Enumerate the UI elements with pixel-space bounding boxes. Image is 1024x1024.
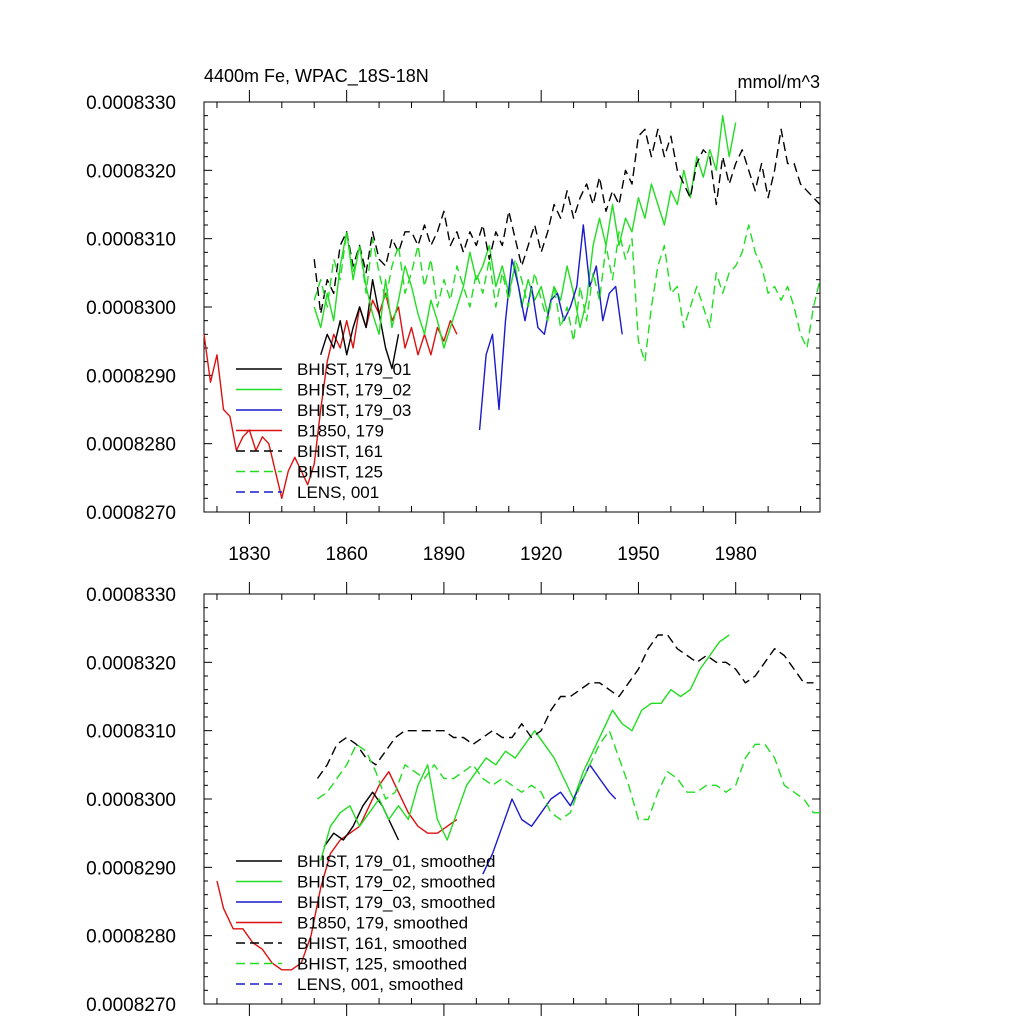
- series-line: [478, 224, 623, 431]
- y-tick-label: 0.0008310: [86, 722, 176, 743]
- x-tick-label: 1920: [520, 544, 562, 565]
- y-tick-label: 0.0008290: [86, 858, 176, 879]
- legend-label: BHIST, 161, smoothed: [297, 934, 467, 953]
- legend-label: B1850, 179, smoothed: [297, 914, 468, 933]
- legend-label: BHIST, 161: [297, 442, 383, 461]
- y-tick-label: 0.0008270: [86, 503, 176, 524]
- y-tick-label: 0.0008270: [86, 995, 176, 1016]
- legend-label: B1850, 179: [297, 422, 384, 441]
- y-tick-label: 0.0008310: [86, 230, 176, 251]
- y-tick-label: 0.0008290: [86, 366, 176, 387]
- x-tick-label: 1980: [715, 544, 757, 565]
- series-line: [203, 292, 458, 499]
- x-tick-label: 1860: [326, 544, 368, 565]
- series-line: [313, 114, 737, 349]
- legend-label: BHIST, 179_01, smoothed: [297, 852, 495, 871]
- bottom-panel: 0.0008270 0.0008280 0.0008290 0.0008300 0.00…: [86, 582, 821, 1016]
- series-line: [317, 730, 820, 821]
- legend-label: BHIST, 179_03: [297, 401, 411, 420]
- legend-label: LENS, 001: [297, 483, 379, 502]
- top-panel-title: 4400m Fe, WPAC_18S-18N: [204, 66, 429, 87]
- y-tick-label: 0.0008300: [86, 298, 176, 319]
- legend-label: LENS, 001, smoothed: [297, 975, 463, 994]
- y-tick-label: 0.0008320: [86, 653, 176, 674]
- legend-label: BHIST, 125, smoothed: [297, 955, 467, 974]
- series-line: [320, 279, 400, 370]
- series-line: [313, 128, 821, 315]
- series-line: [316, 634, 814, 779]
- y-tick-label: 0.0008330: [86, 93, 176, 114]
- y-tick-label: 0.0008320: [86, 161, 176, 182]
- top-panel: 4400m Fe, WPAC_18S-18N mmol/m^3 0.000827…: [86, 66, 821, 565]
- y-tick-label: 0.0008330: [86, 585, 176, 606]
- y-tick-label: 0.0008280: [86, 435, 176, 456]
- legend-label: BHIST, 179_03, smoothed: [297, 893, 495, 912]
- legend-label: BHIST, 179_01: [297, 360, 411, 379]
- legend-label: BHIST, 125: [297, 463, 383, 482]
- y-tick-label: 0.0008300: [86, 790, 176, 811]
- series-line: [482, 764, 617, 875]
- x-tick-label: 1830: [228, 544, 270, 565]
- legend-label: BHIST, 179_02: [297, 381, 411, 400]
- top-panel-units: mmol/m^3: [738, 72, 820, 92]
- y-tick-label: 0.0008280: [86, 927, 176, 948]
- x-tick-label: 1950: [617, 544, 659, 565]
- x-tick-label: 1890: [423, 544, 465, 565]
- legend-label: BHIST, 179_02, smoothed: [297, 873, 495, 892]
- series-line: [320, 634, 730, 861]
- series-line: [313, 224, 821, 363]
